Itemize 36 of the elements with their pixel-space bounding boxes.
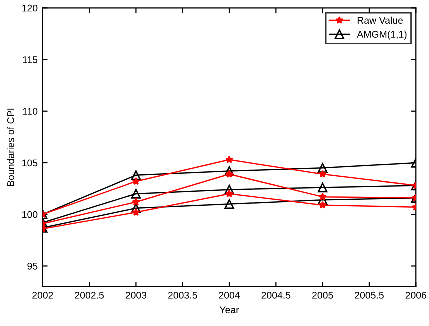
- x-tick-label: 2004: [219, 292, 240, 299]
- point: [224, 199, 234, 210]
- x-axis-title: Year: [220, 306, 240, 314]
- x-tick-label: 2005: [312, 292, 334, 299]
- x-tick-label: 2003.5: [168, 292, 198, 299]
- y-tick-label: 120: [22, 4, 38, 12]
- point: [132, 177, 140, 186]
- point: [318, 170, 327, 178]
- x-tick-label: 2004.5: [262, 292, 291, 299]
- x-tick-label: 2002.5: [75, 292, 104, 299]
- y-tick-label: 105: [22, 160, 38, 167]
- x-tick-label: 2006: [406, 292, 427, 299]
- point: [224, 166, 234, 176]
- point: [224, 184, 234, 195]
- y-tick-label: 110: [23, 108, 38, 115]
- point: [226, 170, 234, 178]
- point: [131, 204, 142, 214]
- legend-label: Raw Value: [358, 16, 404, 24]
- x-tick-label: 2002: [32, 292, 54, 299]
- point: [226, 156, 234, 164]
- y-tick-label: 100: [22, 211, 38, 218]
- point: [226, 190, 234, 198]
- point: [318, 182, 328, 193]
- y-axis-title: Boundaries of CPI: [7, 108, 14, 186]
- y-tick-label: 115: [23, 56, 38, 64]
- legend-label: AMGM(1,1): [357, 30, 407, 40]
- point: [131, 189, 142, 199]
- point: [131, 170, 142, 180]
- y-tick-label: 95: [28, 262, 38, 270]
- point: [132, 198, 140, 206]
- point: [318, 201, 327, 209]
- x-tick-label: 2003: [126, 292, 147, 299]
- point: [318, 163, 328, 174]
- x-tick-label: 2005.5: [355, 292, 384, 299]
- point: [132, 208, 140, 216]
- point: [318, 192, 327, 201]
